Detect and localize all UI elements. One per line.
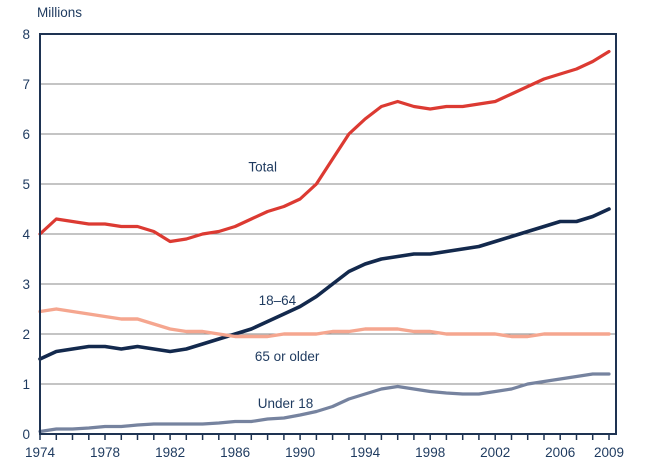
y-tick-label-0: 0 — [22, 427, 30, 442]
y-tick-label-1: 1 — [22, 377, 30, 392]
series-label-65-or-older: 65 or older — [255, 349, 320, 364]
x-tick-label-1982: 1982 — [155, 445, 185, 460]
x-tick-label-1974: 1974 — [25, 445, 56, 460]
series-line-total — [38, 49, 611, 244]
x-tick-label-2009: 2009 — [594, 445, 624, 460]
y-tick-label-8: 8 — [22, 27, 30, 42]
series-line-under-18 — [38, 372, 611, 434]
plot-frame — [39, 33, 617, 435]
y-axis-title: Millions — [37, 5, 83, 20]
series-label-under-18: Under 18 — [258, 396, 314, 411]
x-tick-label-1990: 1990 — [285, 445, 315, 460]
y-tick-label-6: 6 — [22, 127, 30, 142]
x-tick-label-1978: 1978 — [90, 445, 120, 460]
x-tick-label-1986: 1986 — [220, 445, 250, 460]
x-tick-label-2002: 2002 — [480, 445, 510, 460]
y-tick-label-7: 7 — [22, 77, 30, 92]
x-tick-label-2006: 2006 — [545, 445, 575, 460]
y-tick-label-2: 2 — [22, 327, 30, 342]
x-tick-label-1998: 1998 — [415, 445, 445, 460]
y-tick-label-3: 3 — [22, 277, 30, 292]
y-tick-label-4: 4 — [22, 227, 30, 242]
series-line-65-or-older — [38, 307, 611, 339]
x-tick-label-1994: 1994 — [350, 445, 381, 460]
series-label-total: Total — [248, 160, 277, 175]
y-tick-label-5: 5 — [22, 177, 30, 192]
series-line-18-64 — [38, 207, 611, 361]
series-label-18-64: 18–64 — [259, 293, 297, 308]
